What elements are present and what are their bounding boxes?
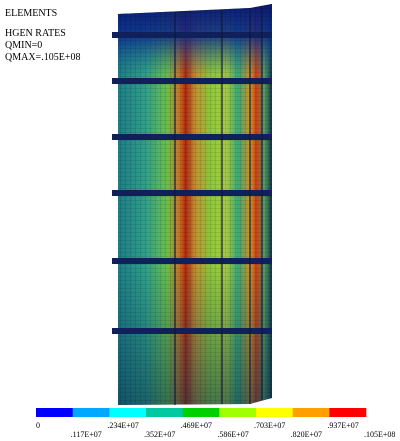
legend-swatch	[36, 408, 73, 417]
legend-swatch	[183, 408, 220, 417]
legend-swatch	[146, 408, 183, 417]
header-line: QMIN=0	[5, 40, 42, 51]
legend-label: .105E+08	[364, 430, 395, 439]
legend-label: 0	[36, 421, 40, 430]
legend-swatch	[293, 408, 330, 417]
model	[112, 4, 272, 405]
legend-label: .352E+07	[144, 430, 175, 439]
header-line: ELEMENTS	[5, 8, 57, 19]
legend: 0 .117E+07 .234E+07 .352E+07 .469E+07 .586E+0…	[36, 408, 395, 439]
header-line: QMAX=.105E+08	[5, 52, 80, 63]
legend-label: .234E+07	[107, 421, 138, 430]
screen: ELEMENTS HGEN RATESQMIN=0QMAX=.105E+08 0.…	[0, 0, 400, 441]
legend-label: .469E+07	[181, 421, 212, 430]
legend-label: .117E+07	[71, 430, 102, 439]
header-line: HGEN RATES	[5, 28, 66, 39]
legend-swatch	[219, 408, 256, 417]
legend-swatch	[256, 408, 293, 417]
legend-swatch	[329, 408, 366, 417]
legend-label: .703E+07	[254, 421, 285, 430]
legend-swatch	[109, 408, 146, 417]
legend-label: .820E+07	[291, 430, 322, 439]
legend-label: .937E+07	[327, 421, 358, 430]
legend-swatch	[73, 408, 110, 417]
legend-label: .586E+07	[217, 430, 248, 439]
